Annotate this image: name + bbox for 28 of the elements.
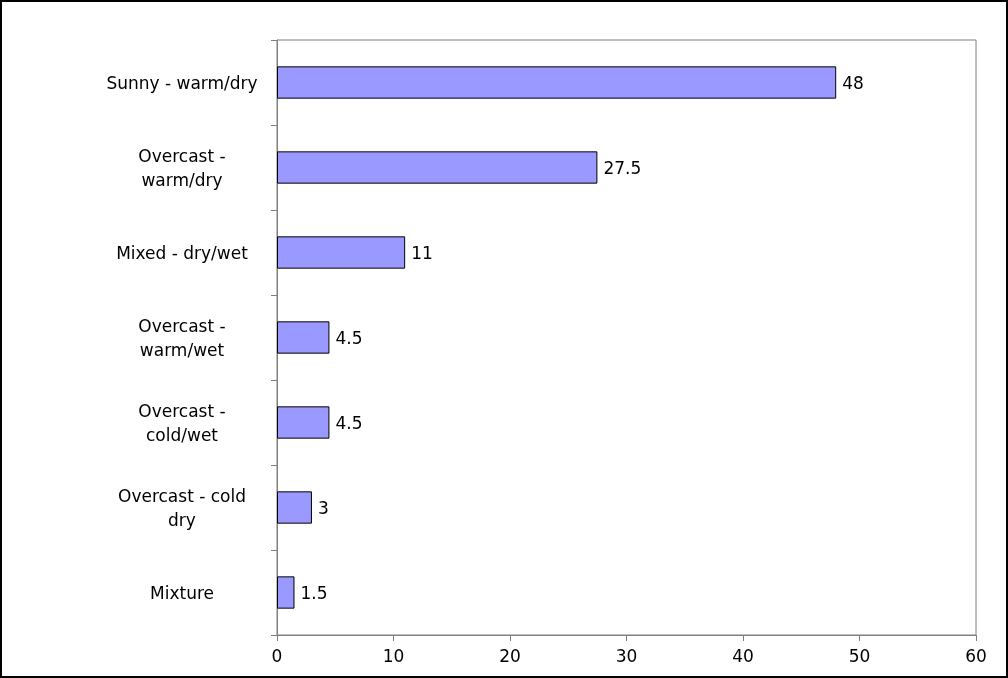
data-label: 27.5 xyxy=(603,157,642,178)
y-tick-label: Sunny - warm/dry xyxy=(106,72,258,93)
x-tick-label: 10 xyxy=(382,645,405,666)
x-tick-label: 20 xyxy=(499,645,521,666)
bar xyxy=(277,406,330,439)
data-label: 48 xyxy=(842,72,864,93)
bar xyxy=(277,236,406,269)
bar xyxy=(277,321,330,354)
y-tick-label: Mixed - dry/wet xyxy=(116,242,249,263)
data-label: 4.5 xyxy=(335,327,363,348)
data-label: 11 xyxy=(411,242,433,263)
y-tick-label: Overcast - warm/wet xyxy=(138,315,226,360)
x-tick-label: 60 xyxy=(965,645,987,666)
x-tick-label: 40 xyxy=(732,645,754,666)
x-tick-label: 30 xyxy=(615,645,638,666)
data-label: 1.5 xyxy=(300,582,328,603)
bar xyxy=(277,66,837,99)
x-tick-label: 0 xyxy=(271,645,283,666)
bar xyxy=(277,576,295,609)
y-tick-label: Overcast - cold dry xyxy=(117,485,247,530)
y-tick-label: Overcast - warm/dry xyxy=(138,145,226,190)
data-label: 3 xyxy=(317,497,329,518)
y-tick-label: Mixture xyxy=(150,582,214,603)
y-tick-label: Overcast - cold/wet xyxy=(138,400,226,445)
bar xyxy=(277,151,598,184)
x-tick-label: 50 xyxy=(848,645,871,666)
bar xyxy=(277,491,312,524)
data-label: 4.5 xyxy=(335,412,363,433)
